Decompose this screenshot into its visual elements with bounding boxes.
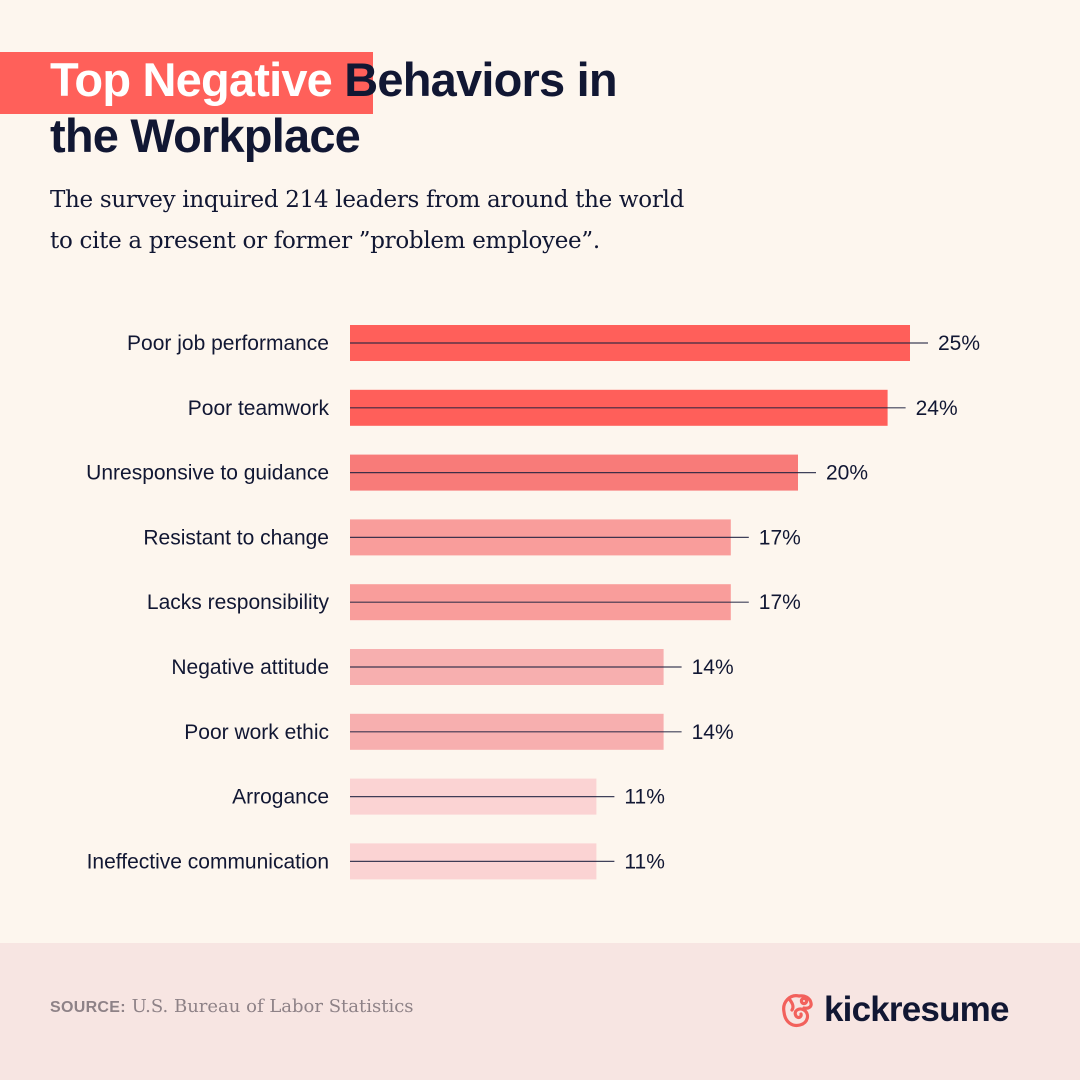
source-text: U.S. Bureau of Labor Statistics <box>125 996 414 1017</box>
bar-row: Unresponsive to guidance 20% <box>86 454 868 491</box>
value-label: 20% <box>826 462 868 485</box>
category-label: Poor work ethic <box>184 721 329 744</box>
subtitle-line1: The survey inquired 214 leaders from aro… <box>50 187 685 213</box>
bar-row: Resistant to change 17% <box>143 519 801 556</box>
title-highlight-text: Top Negative <box>50 53 333 106</box>
subtitle-line2: to cite a present or former ”problem emp… <box>50 228 600 254</box>
value-label: 11% <box>624 850 664 873</box>
bar-row: Arrogance 11% <box>232 778 665 815</box>
value-label: 14% <box>692 656 734 679</box>
title-highlight-band <box>0 52 373 114</box>
bar-chart: Poor job performance 25% Poor teamwork 24% U… <box>86 325 980 880</box>
source-label: SOURCE: <box>50 999 126 1016</box>
bar-row: Negative attitude 14% <box>171 649 734 685</box>
bar-row: Ineffective communication 11% <box>87 843 665 880</box>
value-label: 11% <box>624 786 664 809</box>
source-note: SOURCE: U.S. Bureau of Labor Statistics <box>50 996 414 1018</box>
bar-row: Poor job performance 25% <box>127 325 980 361</box>
value-label: 14% <box>692 721 734 744</box>
brand-name: kickresume <box>824 990 1009 1029</box>
category-label: Ineffective communication <box>87 850 329 873</box>
category-label: Unresponsive to guidance <box>86 462 329 485</box>
category-label: Poor job performance <box>127 332 329 355</box>
category-label: Arrogance <box>232 786 329 809</box>
category-label: Resistant to change <box>143 526 329 549</box>
value-label: 17% <box>759 591 801 614</box>
category-label: Poor teamwork <box>188 397 330 420</box>
brand-logo: kickresume <box>778 990 1009 1030</box>
page-title: Top Negative Behaviors in the Workplace <box>0 52 760 164</box>
footer <box>0 943 1080 1080</box>
subtitle: The survey inquired 214 leaders from aro… <box>50 180 770 262</box>
title-block: Top Negative Behaviors in the Workplace <box>0 52 760 164</box>
category-label: Negative attitude <box>171 656 329 679</box>
bar-row: Poor work ethic 14% <box>184 713 734 750</box>
bar-row: Poor teamwork 24% <box>188 389 958 426</box>
chameleon-logo-icon <box>782 994 813 1028</box>
category-label: Lacks responsibility <box>147 591 330 614</box>
value-label: 17% <box>759 526 801 549</box>
title-rest-line1: Behaviors in <box>332 53 617 106</box>
value-label: 24% <box>916 397 958 420</box>
value-label: 25% <box>938 332 980 355</box>
bar-row: Lacks responsibility 17% <box>147 584 801 621</box>
title-line2: the Workplace <box>50 109 361 162</box>
